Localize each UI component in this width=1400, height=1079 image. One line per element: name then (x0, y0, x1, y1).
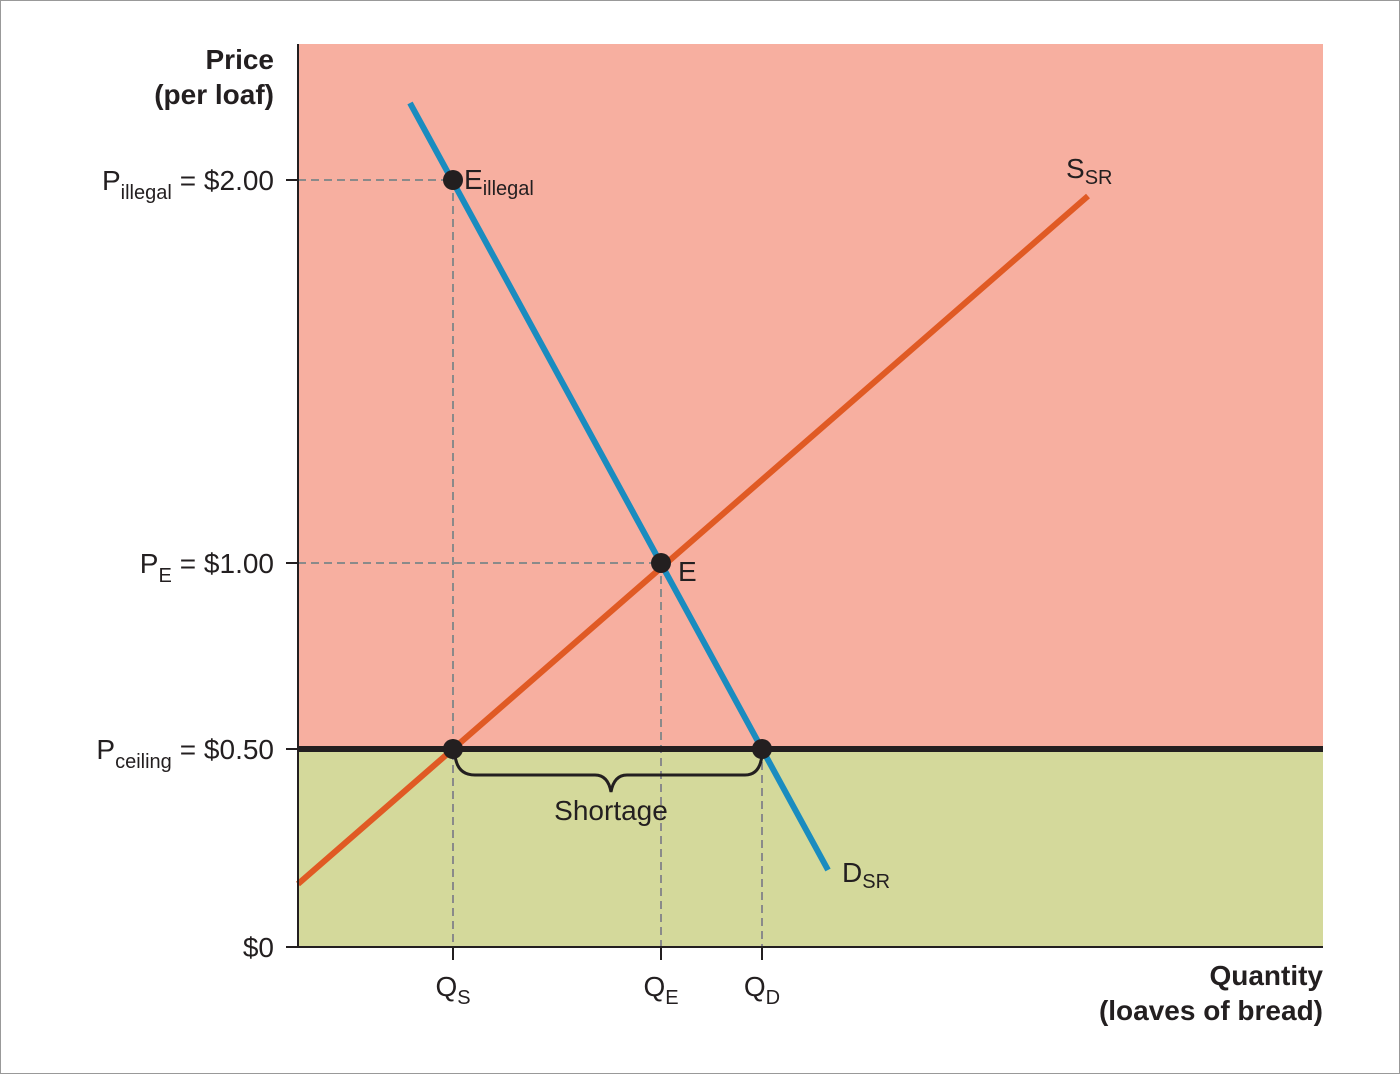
supply-label: SSR (1066, 153, 1112, 189)
point (651, 553, 671, 573)
point-label: E (678, 556, 697, 587)
label-main: D (842, 857, 862, 888)
y-label-rest: = $1.00 (180, 548, 274, 579)
label-main: S (1066, 153, 1085, 184)
above-ceiling-area (298, 44, 1323, 749)
shortage-brace (453, 754, 764, 793)
x-label-main: Q (435, 971, 457, 1002)
y-label-main: P (96, 734, 115, 765)
y-label-main: P (102, 165, 121, 196)
x-label-sub: E (665, 987, 678, 1009)
x-label-sub: D (766, 987, 780, 1009)
label-sub: illegal (483, 178, 534, 200)
x-axis-title: (loaves of bread) (1099, 995, 1323, 1026)
x-label-main: Q (744, 971, 766, 1002)
x-label-sub: S (457, 987, 470, 1009)
point (443, 170, 463, 190)
point (443, 739, 463, 759)
supply-curve (296, 193, 1090, 887)
y-label-sub: E (158, 565, 171, 587)
point-label: Eillegal (464, 164, 534, 200)
x-axis-title: Quantity (1209, 960, 1323, 991)
y-label-sub: illegal (121, 182, 172, 204)
x-label: QE (643, 971, 678, 1009)
y-label-rest: = $2.00 (180, 165, 274, 196)
x-label: QS (435, 971, 470, 1009)
y-label-sub: ceiling (115, 751, 172, 773)
label-main: E (464, 164, 483, 195)
below-ceiling-area (298, 749, 1323, 947)
y-axis-title: Price (206, 44, 275, 75)
label-sub: SR (1085, 167, 1113, 189)
demand-label: DSR (842, 857, 890, 893)
point (752, 739, 772, 759)
y-label-main: P (140, 548, 159, 579)
shortage-label: Shortage (554, 795, 668, 826)
y-label-rest: = $0.50 (180, 734, 274, 765)
y-label: Pceiling = $0.50 (96, 734, 274, 773)
y-label: PE = $1.00 (140, 548, 274, 587)
y-label: Pillegal = $2.00 (102, 165, 274, 204)
label-sub: SR (862, 871, 890, 893)
x-label-main: Q (643, 971, 665, 1002)
x-label: QD (744, 971, 780, 1009)
y-axis-title: (per loaf) (154, 79, 274, 110)
y-label: $0 (243, 932, 274, 963)
